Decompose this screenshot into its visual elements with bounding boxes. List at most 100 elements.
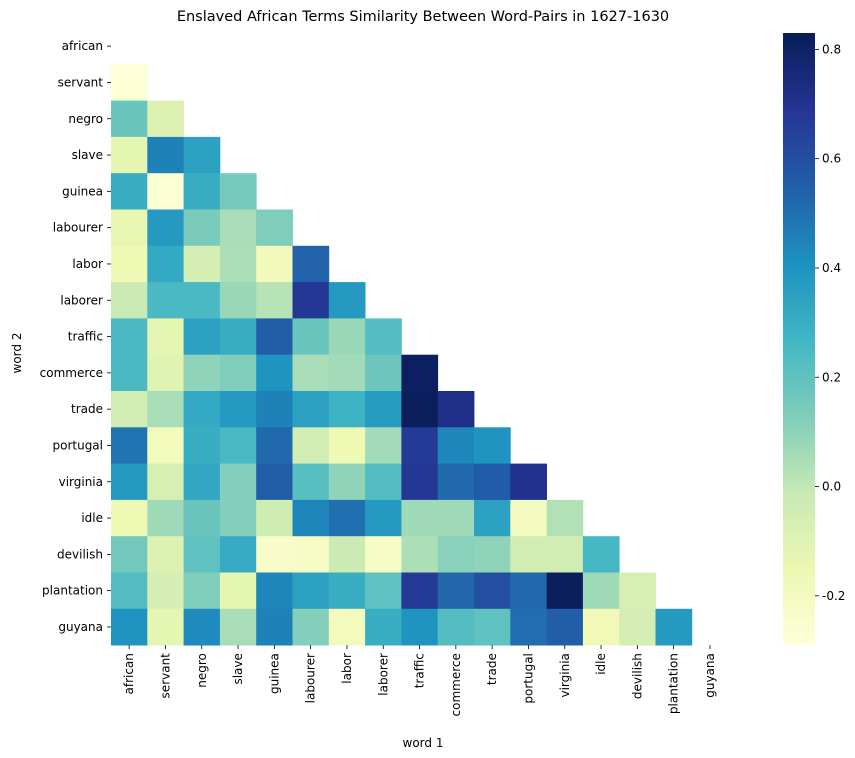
heatmap-cell — [147, 391, 184, 428]
x-tick-label: labourer — [304, 653, 318, 703]
heatmap-cell — [437, 536, 475, 573]
heatmap-cell — [365, 536, 402, 573]
heatmap-cell — [401, 499, 439, 537]
heatmap-cell — [401, 536, 439, 573]
heatmap-cell — [328, 282, 366, 319]
heatmap-cell — [292, 354, 330, 392]
heatmap-cell — [183, 318, 221, 356]
heatmap-cell — [147, 463, 184, 501]
heatmap-cell — [183, 499, 221, 537]
heatmap-cell — [219, 282, 257, 319]
heatmap-cell — [474, 463, 511, 501]
heatmap-cell — [111, 608, 148, 646]
heatmap-cell — [219, 245, 257, 283]
heatmap-cell — [183, 245, 221, 283]
x-tick-label: commerce — [449, 653, 463, 716]
y-tick-label: african — [62, 39, 103, 53]
heatmap-cell — [328, 354, 366, 392]
heatmap-cell — [292, 318, 330, 356]
heatmap-cell — [474, 608, 511, 646]
heatmap-cell — [292, 463, 330, 501]
heatmap-cell — [292, 427, 330, 464]
heatmap-cell — [292, 282, 330, 319]
y-tick-label: traffic — [68, 330, 103, 344]
y-tick-label: virginia — [59, 475, 103, 489]
heatmap-cell — [256, 608, 293, 646]
y-tick-label: servant — [58, 75, 104, 89]
heatmap-cell — [256, 572, 293, 610]
colorbar-tick-label: -0.2 — [822, 589, 845, 603]
heatmap-cell — [437, 499, 475, 537]
colorbar-tick-label: 0.2 — [822, 370, 841, 384]
heatmap-cell — [546, 499, 584, 537]
heatmap-cell — [437, 391, 475, 428]
heatmap-cell — [183, 173, 221, 210]
heatmap-cell — [111, 499, 148, 537]
heatmap-cell — [111, 463, 148, 501]
heatmap-cell — [292, 608, 330, 646]
heatmap-cell — [474, 499, 511, 537]
heatmap-cell — [365, 427, 402, 464]
heatmap-cell — [147, 572, 184, 610]
heatmap-cell — [219, 499, 257, 537]
heatmap-cell — [219, 608, 257, 646]
heatmap-cell — [365, 318, 402, 356]
heatmap-cell — [328, 391, 366, 428]
heatmap-cell — [328, 318, 366, 356]
heatmap-cell — [328, 536, 366, 573]
x-tick-label: guyana — [703, 653, 717, 698]
heatmap-cell — [437, 608, 475, 646]
colorbar-tick-label: 0.6 — [822, 152, 841, 166]
heatmap-cell — [256, 318, 293, 356]
y-tick-label: guyana — [58, 620, 103, 634]
heatmap-cell — [582, 536, 620, 573]
heatmap-cell — [401, 463, 439, 501]
x-tick-label: negro — [195, 653, 209, 688]
heatmap-cell — [328, 427, 366, 464]
heatmap-cell — [256, 536, 293, 573]
heatmap-cell — [328, 463, 366, 501]
heatmap-cell — [183, 282, 221, 319]
heatmap-cell — [365, 463, 402, 501]
heatmap-cell — [183, 463, 221, 501]
heatmap-cell — [256, 499, 293, 537]
heatmap-cell — [582, 608, 620, 646]
x-tick-label: traffic — [413, 653, 427, 688]
heatmap-cell — [183, 391, 221, 428]
heatmap-cell — [183, 354, 221, 392]
y-axis-label: word 2 — [10, 333, 24, 374]
heatmap-cell — [111, 173, 148, 210]
heatmap-cell — [365, 499, 402, 537]
heatmap-cell — [219, 209, 257, 247]
heatmap-cell — [183, 536, 221, 573]
heatmap-cell — [219, 463, 257, 501]
heatmap-cell — [474, 427, 511, 464]
x-tick-label: trade — [485, 653, 499, 685]
y-tick-label: labourer — [53, 221, 103, 235]
heatmap-cell — [111, 391, 148, 428]
heatmap-cell — [111, 64, 148, 101]
heatmap-cell — [365, 391, 402, 428]
y-tick-label: guinea — [62, 184, 103, 198]
heatmap-cell — [111, 136, 148, 174]
heatmap-cell — [256, 282, 293, 319]
heatmap-cell — [256, 354, 293, 392]
heatmap-cell — [147, 499, 184, 537]
y-tick-label: commerce — [40, 366, 103, 380]
heatmap-cell — [328, 499, 366, 537]
heatmap-cell — [219, 318, 257, 356]
x-axis-label: word 1 — [403, 736, 444, 750]
heatmap-cell — [111, 354, 148, 392]
heatmap-cell — [328, 572, 366, 610]
heatmap-cell — [365, 608, 402, 646]
heatmap-cell — [256, 391, 293, 428]
x-tick-label: virginia — [558, 653, 572, 697]
x-tick-label: portugal — [521, 653, 535, 704]
heatmap-cell — [111, 536, 148, 573]
heatmap-cell — [147, 282, 184, 319]
heatmap-cell — [292, 536, 330, 573]
y-tick-label: portugal — [52, 438, 103, 452]
heatmap-cell — [401, 427, 439, 464]
heatmap-cell — [292, 245, 330, 283]
